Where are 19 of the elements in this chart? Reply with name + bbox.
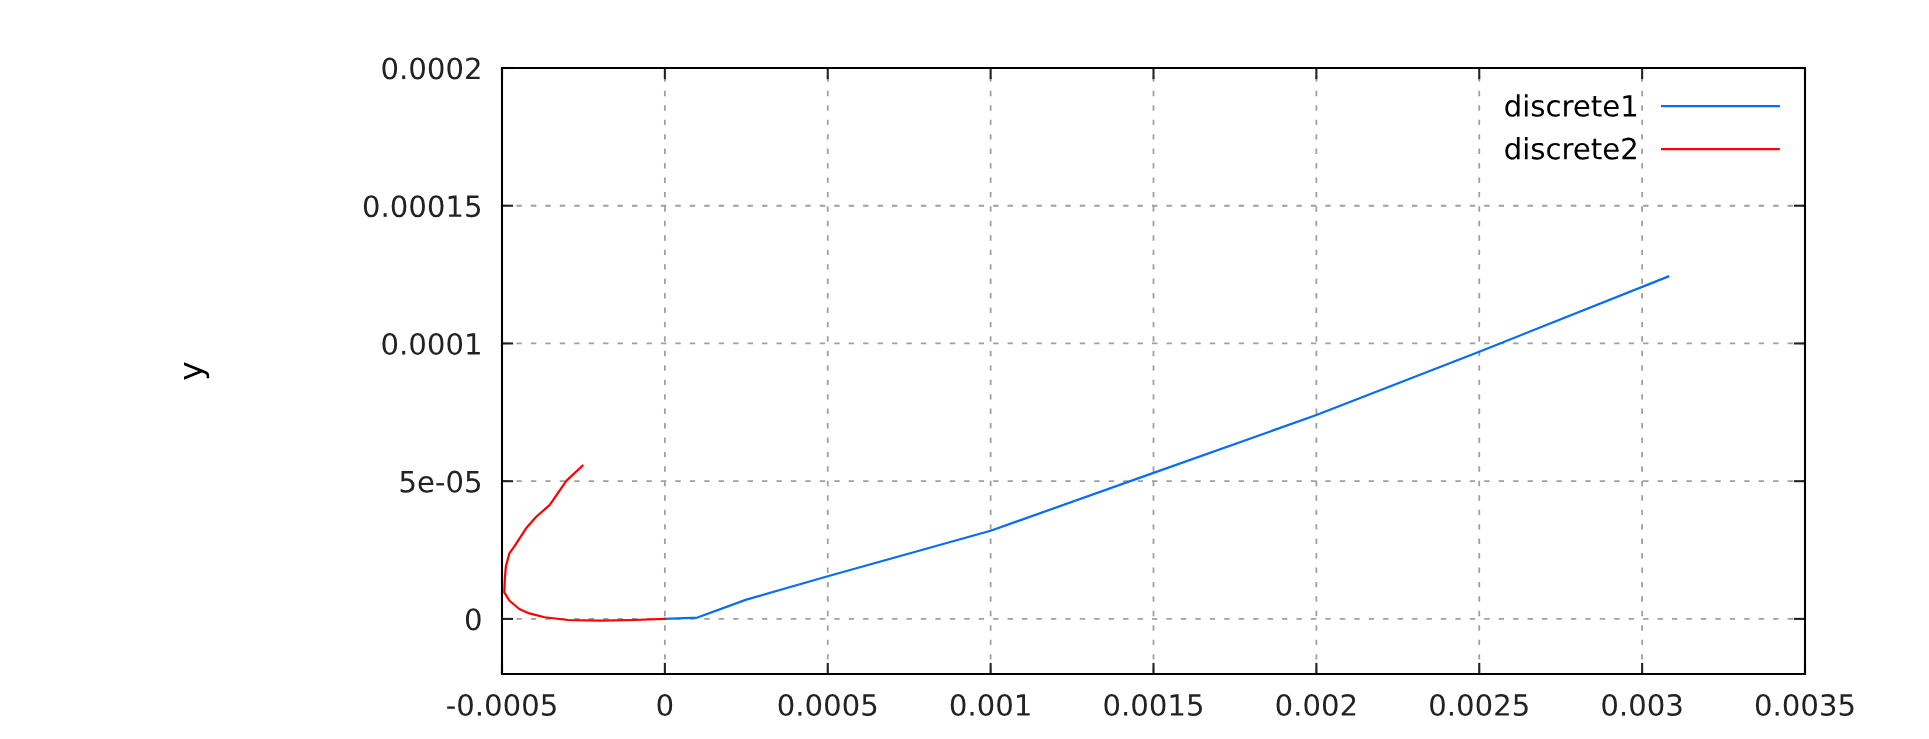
y-tick-label: 0.00015 <box>363 195 481 218</box>
y-tick-label: 0 <box>465 608 481 631</box>
y-axis-title: y <box>184 362 210 380</box>
x-tick-label: 0.0015 <box>1104 693 1202 717</box>
legend-label: discrete1 <box>1505 94 1637 117</box>
y-tick-label: 5e-05 <box>400 470 481 493</box>
x-tick-label: 0 <box>657 693 673 717</box>
x-tick-label: 0.003 <box>1602 693 1682 717</box>
y-tick-label: 0.0001 <box>382 332 480 355</box>
x-tick-label: -0.0005 <box>447 693 556 717</box>
legend-label: discrete2 <box>1505 137 1636 160</box>
x-tick-label: 0.001 <box>950 693 1030 717</box>
line-series <box>503 464 666 622</box>
line-series <box>663 275 1670 621</box>
x-tick-label: 0.0035 <box>1755 693 1854 717</box>
y-tick-label: 0.0002 <box>382 57 480 80</box>
x-tick-label: 0.0025 <box>1430 693 1528 717</box>
x-tick-label: 0.002 <box>1276 693 1356 717</box>
x-tick-label: 0.0005 <box>778 693 877 717</box>
